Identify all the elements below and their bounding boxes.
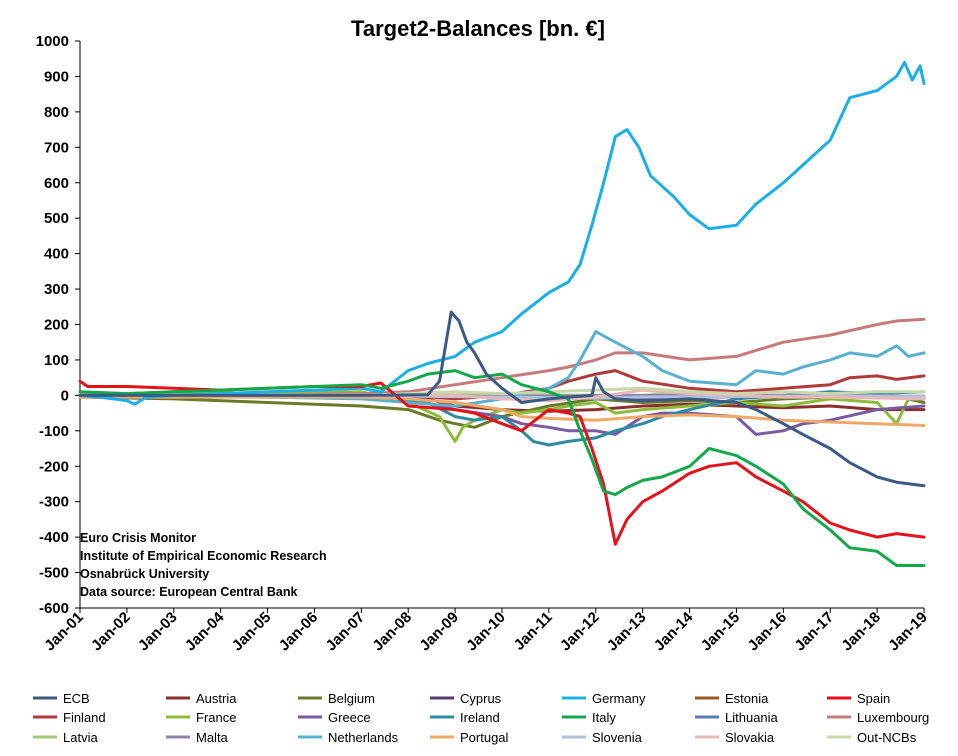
y-tick-label: 300 — [44, 281, 69, 298]
x-tick-label: Jan-19 — [885, 609, 931, 655]
y-tick-label: -300 — [39, 494, 69, 511]
x-tick-label: Jan-06 — [276, 609, 322, 655]
legend-label: Cyprus — [460, 691, 502, 706]
legend-label: ECB — [63, 691, 90, 706]
series-line-slovakia — [78, 388, 926, 403]
x-tick-label: Jan-08 — [369, 609, 415, 655]
legend-item: Slovenia — [562, 730, 643, 745]
legend-item: Estonia — [695, 691, 769, 706]
legend-item: Netherlands — [298, 730, 399, 745]
legend-label: Out-NCBs — [857, 730, 917, 745]
y-tick-label: 900 — [44, 68, 69, 85]
y-tick-label: -100 — [39, 423, 69, 440]
series-line-finland — [78, 369, 926, 401]
x-tick-label: Jan-12 — [557, 609, 603, 655]
legend-label: Slovenia — [592, 730, 643, 745]
x-tick-label: Jan-02 — [88, 609, 134, 655]
legend: ECB Austria Belgium Cyprus Germany Estonia Spa… — [33, 691, 929, 745]
legend-label: Spain — [857, 691, 890, 706]
series-layer — [78, 60, 926, 567]
y-tick-label: 400 — [44, 246, 69, 263]
source-note-line: Institute of Empirical Economic Research — [80, 549, 327, 563]
x-tick-label: Jan-15 — [698, 609, 744, 655]
x-tick-label: Jan-17 — [791, 609, 837, 655]
series-line-ecb — [78, 310, 926, 488]
y-tick-label: 200 — [44, 317, 69, 334]
x-tick-label: Jan-07 — [323, 609, 369, 655]
y-tick-label: 500 — [44, 210, 69, 227]
y-tick-label: 100 — [44, 352, 69, 369]
y-tick-label: 600 — [44, 175, 69, 192]
legend-item: Latvia — [33, 730, 98, 745]
legend-label: Finland — [63, 710, 106, 725]
legend-item: Austria — [166, 691, 237, 706]
legend-item: Cyprus — [430, 691, 502, 706]
legend-label: Portugal — [460, 730, 509, 745]
y-tick-label: 0 — [61, 387, 69, 404]
legend-label: Latvia — [63, 730, 98, 745]
legend-item: Greece — [298, 710, 371, 725]
x-axis: Jan-01 Jan-02 Jan-03 Jan-04 Jan-05 Jan-06 Jan-… — [41, 394, 931, 655]
legend-label: Austria — [196, 691, 237, 706]
source-note-line: Data source: European Central Bank — [80, 585, 297, 599]
legend-label: Lithuania — [725, 710, 779, 725]
y-tick-label: 700 — [44, 139, 69, 156]
x-tick-label: Jan-11 — [511, 609, 556, 654]
y-tick-label: -500 — [39, 565, 69, 582]
source-note-line: Osnabrück University — [80, 567, 209, 581]
x-tick-label: Jan-16 — [745, 609, 791, 655]
series-line-luxembourg — [78, 317, 926, 399]
legend-label: Slovakia — [725, 730, 775, 745]
legend-item: Out-NCBs — [827, 730, 917, 745]
legend-item: Portugal — [430, 730, 509, 745]
x-tick-label: Jan-04 — [182, 608, 228, 654]
chart-title: Target2-Balances [bn. €] — [351, 16, 605, 41]
legend-item: Ireland — [430, 710, 500, 725]
x-tick-label: Jan-05 — [229, 609, 275, 655]
legend-item: Lithuania — [695, 710, 779, 725]
series-line-spain — [78, 379, 926, 546]
legend-label: Belgium — [328, 691, 375, 706]
y-tick-label: -600 — [39, 600, 69, 617]
series-line-italy — [78, 369, 926, 567]
legend-item: Spain — [827, 691, 890, 706]
legend-label: Estonia — [725, 691, 769, 706]
y-tick-label: 1000 — [36, 33, 69, 50]
legend-item: France — [166, 710, 236, 725]
legend-label: Luxembourg — [857, 710, 929, 725]
y-tick-label: -200 — [39, 458, 69, 475]
y-tick-label: 800 — [44, 104, 69, 121]
y-tick-label: -400 — [39, 529, 69, 546]
x-tick-label: Jan-14 — [651, 608, 697, 654]
y-axis: 10009008007006005004003002001000-100-200… — [36, 33, 81, 617]
legend-item: Slovakia — [695, 730, 775, 745]
legend-item: Belgium — [298, 691, 375, 706]
series-line-netherlands — [78, 330, 926, 408]
legend-item: Italy — [562, 710, 616, 725]
legend-label: France — [196, 710, 236, 725]
legend-label: Malta — [196, 730, 229, 745]
x-tick-label: Jan-18 — [838, 609, 884, 655]
legend-label: Greece — [328, 710, 371, 725]
legend-label: Ireland — [460, 710, 500, 725]
annotation: Euro Crisis Monitor Institute of Empirica… — [80, 531, 327, 599]
series-line-germany — [78, 60, 926, 406]
source-note-line: Euro Crisis Monitor — [80, 531, 196, 545]
series-line-out-ncbs — [78, 386, 926, 397]
legend-item: ECB — [33, 691, 90, 706]
x-tick-label: Jan-13 — [604, 609, 650, 655]
x-tick-label: Jan-10 — [463, 609, 509, 655]
series-line-portugal — [78, 395, 926, 427]
x-tick-label: Jan-09 — [416, 609, 462, 655]
legend-label: Italy — [592, 710, 616, 725]
legend-label: Netherlands — [328, 730, 399, 745]
legend-item: Luxembourg — [827, 710, 929, 725]
x-tick-label: Jan-03 — [135, 609, 181, 655]
legend-item: Germany — [562, 691, 646, 706]
legend-label: Germany — [592, 691, 646, 706]
legend-item: Malta — [166, 730, 229, 745]
legend-item: Finland — [33, 710, 106, 725]
